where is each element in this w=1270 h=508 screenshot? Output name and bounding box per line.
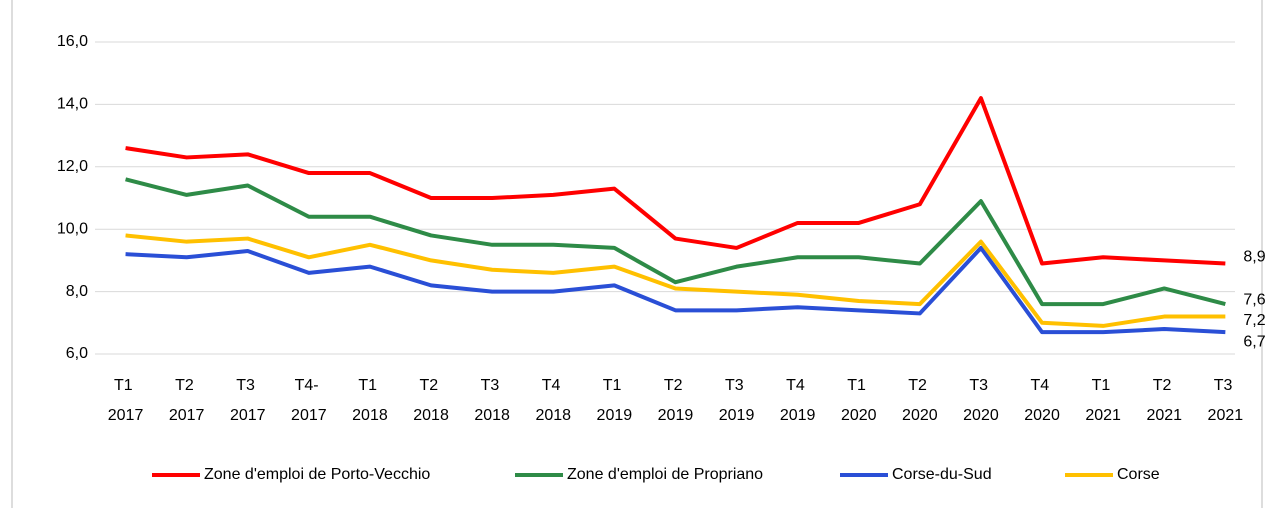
x-tick-label-line: 2017 [230,407,266,424]
x-tick-label: T3 2021 [1208,377,1244,424]
x-tick-label: T4 2019 [780,377,816,424]
x-tick-label: T3 2017 [230,377,266,424]
x-tick-label-line: T4- [295,377,323,394]
x-tick-label-line: T1 [847,377,870,394]
x-tick-label-line: 2018 [535,407,571,424]
x-tick-label-line: 2021 [1085,407,1121,424]
x-tick-label: T1 2019 [597,377,633,424]
x-tick-label: T2 2018 [413,377,449,424]
y-tick-label: 6,0 [66,345,88,362]
x-tick-label-line: 2019 [597,407,633,424]
legend-label: Corse [1117,466,1160,483]
x-tick-label-line: T3 [481,377,504,394]
x-tick-label: T4 2020 [1024,377,1060,424]
y-tick-label: 16,0 [57,33,88,50]
x-tick-label-line: 2020 [902,407,938,424]
legend-label: Corse-du-Sud [892,466,992,483]
x-tick-label-line: 2020 [963,407,999,424]
x-tick-label-line: T1 [603,377,626,394]
series-line [125,233,1226,328]
x-tick-label-line: 2020 [841,407,877,424]
x-tick-label-line: T2 [419,377,442,394]
x-tick-label: T3 2018 [474,377,510,424]
x-tick-label: T2 2021 [1146,377,1182,424]
x-tick-label-line: 2019 [658,407,694,424]
x-tick-label: T4 2018 [535,377,571,424]
x-tick-label: T3 2020 [963,377,999,424]
x-tick-label-line: T2 [908,377,931,394]
x-tick-label-line: 2020 [1024,407,1060,424]
x-tick-label: T1 2018 [352,377,388,424]
x-tick-label: T2 2019 [658,377,694,424]
x-tick-label-line: T4 [542,377,565,394]
x-tick-label: T1 2017 [108,377,144,424]
y-tick-label: 12,0 [57,158,88,175]
x-tick-label-line: T3 [1214,377,1237,394]
x-tick-label-line: 2018 [413,407,449,424]
x-tick-label-line: 2019 [780,407,816,424]
end-label: 8,9 [1243,249,1265,266]
x-tick-label-line: T3 [236,377,259,394]
legend-label: Zone d'emploi de Porto-Vecchio [204,466,430,483]
x-tick-label-line: 2018 [474,407,510,424]
legend-label: Zone d'emploi de Propriano [567,466,763,483]
x-tick-label-line: T1 [1092,377,1115,394]
x-tick-label-line: T2 [664,377,687,394]
x-tick-label-line: T3 [725,377,748,394]
x-tick-label-line: 2021 [1208,407,1244,424]
x-tick-label: T2 2017 [169,377,205,424]
series-line [125,177,1226,307]
x-tick-label-line: T2 [1153,377,1176,394]
x-tick-label-line: 2017 [108,407,144,424]
end-label: 6,7 [1243,333,1265,350]
x-tick-label-line: T1 [358,377,381,394]
x-tick-label-line: T2 [175,377,198,394]
x-tick-label-line: T1 [114,377,137,394]
x-tick-label: T1 2020 [841,377,877,424]
x-tick-label: T2 2020 [902,377,938,424]
series-line [125,96,1226,266]
x-tick-label-line: 2019 [719,407,755,424]
series-line [125,245,1226,335]
end-label: 7,6 [1243,291,1265,308]
x-tick-label-line: 2018 [352,407,388,424]
x-tick-label-line: T4 [786,377,809,394]
end-label: 7,2 [1243,312,1265,329]
x-tick-label-line: T3 [969,377,992,394]
y-tick-label: 8,0 [66,283,88,300]
x-tick-label-line: 2021 [1146,407,1182,424]
y-tick-label: 14,0 [57,96,88,113]
x-tick-label-line: 2017 [291,407,327,424]
x-tick-label: T3 2019 [719,377,755,424]
y-tick-label: 10,0 [57,220,88,237]
x-tick-label-line: T4 [1030,377,1053,394]
x-tick-label: T4- 2017 [291,377,327,424]
x-tick-label: T1 2021 [1085,377,1121,424]
x-tick-label-line: 2017 [169,407,205,424]
